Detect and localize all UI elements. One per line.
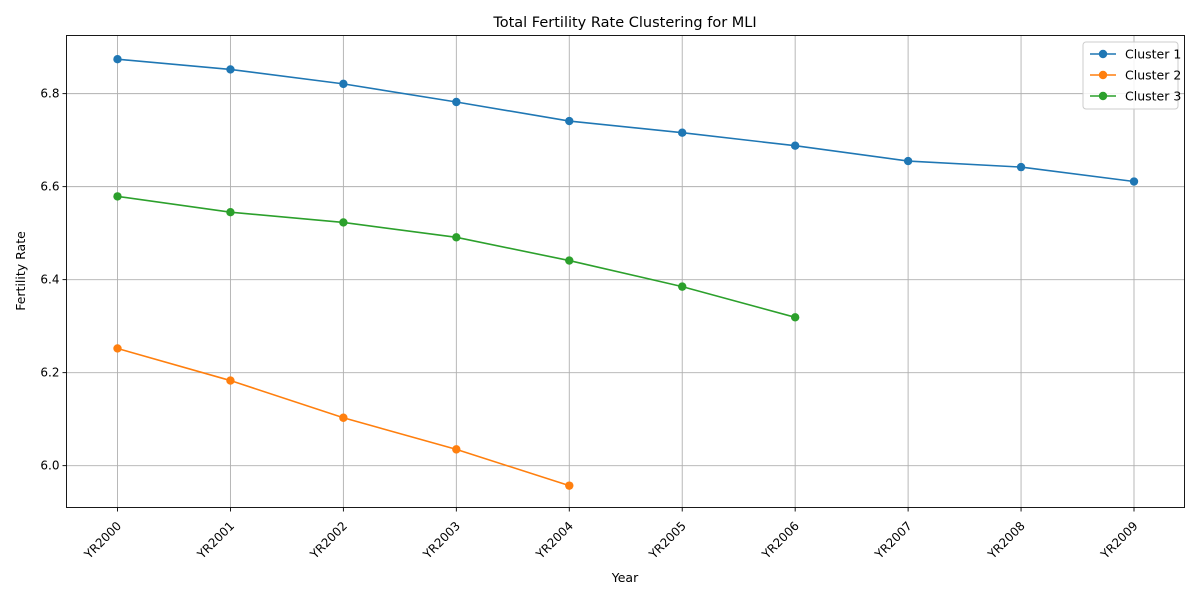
legend-marker [1098,49,1108,59]
x-tick-label: YR2001 [194,519,237,562]
x-tick-label: YR2006 [759,519,802,562]
data-point [226,65,235,74]
legend-item: Cluster 1 [1090,47,1181,62]
legend-label: Cluster 1 [1125,47,1181,62]
data-point [339,218,348,227]
data-point [113,192,122,201]
series-layer [113,55,1139,490]
data-point [339,79,348,89]
series-2 [113,344,574,490]
y-tick-label: 6.6 [40,180,59,194]
y-tick-label: 6.4 [40,273,59,287]
axes: YR2000 YR2001 YR2002 YR2003 YR2004 YR2005 YR20… [40,87,1140,562]
data-point [565,116,574,126]
data-point [113,344,122,353]
x-tick-label: YR2007 [872,519,915,562]
data-point [1016,162,1026,172]
y-axis-label: Fertility Rate [13,231,28,311]
x-tick-label: YR2009 [1097,519,1140,562]
x-tick-label: YR2005 [646,519,689,562]
data-point [452,97,461,107]
legend-label: Cluster 2 [1125,68,1181,83]
grid [66,35,1185,508]
x-tick-label: YR2008 [984,519,1027,562]
data-point [565,256,574,265]
data-point [452,233,461,242]
chart-title: Total Fertility Rate Clustering for MLI [492,15,756,31]
data-point [1129,177,1139,186]
legend-marker [1098,91,1108,101]
legend: Cluster 1 Cluster 2 Cluster 3 [1082,41,1181,110]
series-3 [113,192,800,322]
x-tick-label: YR2004 [533,519,576,562]
data-point [565,481,574,490]
legend-item: Cluster 2 [1090,68,1181,83]
data-point [339,413,348,422]
y-tick-label: 6.2 [40,366,59,380]
legend-label: Cluster 3 [1125,89,1181,104]
x-tick-label: YR2000 [81,519,124,562]
data-point [452,445,461,454]
data-point [790,313,800,322]
legend-item: Cluster 3 [1090,89,1181,104]
data-point [226,208,235,217]
series-line [117,58,1135,183]
legend-marker [1098,70,1108,80]
data-point [113,55,122,64]
data-point [790,141,800,150]
x-tick-label: YR2003 [420,519,463,562]
series-1 [113,55,1139,186]
x-tick-label: YR2002 [307,519,350,562]
legend-box [1082,41,1179,110]
plot-frame [66,35,1185,508]
data-point [903,156,913,166]
x-axis-label: Year [611,570,639,585]
y-tick-label: 6.0 [40,459,59,473]
y-tick-label: 6.8 [40,87,59,101]
data-point [226,376,235,385]
data-point [678,128,687,137]
data-point [678,282,687,291]
